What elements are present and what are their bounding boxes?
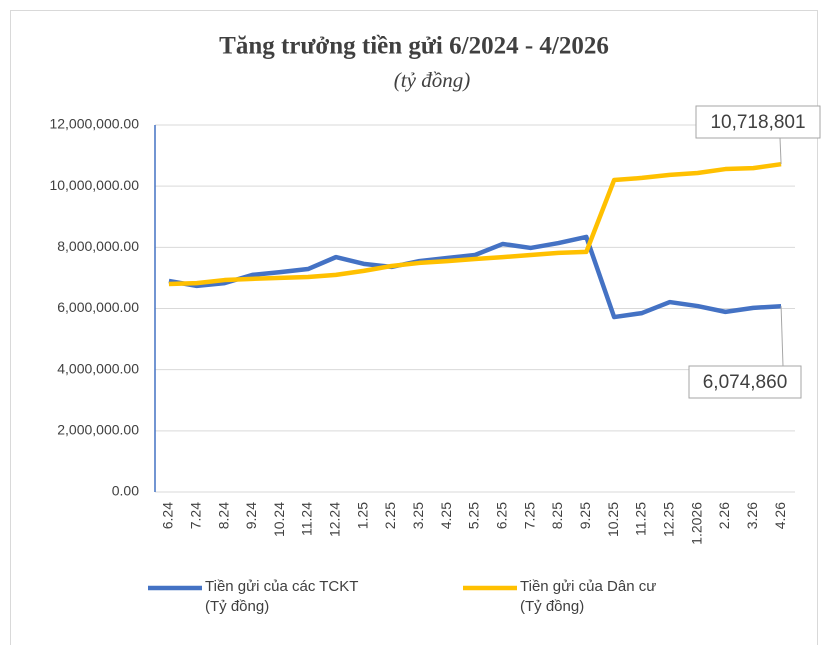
x-tick-label: 7.24 (187, 502, 203, 529)
x-tick-label: 1.2026 (688, 502, 704, 545)
chart-subtitle: (tỷ đồng) (394, 68, 470, 92)
data-line (168, 161, 782, 287)
data-label: 10,718,801 (710, 112, 805, 133)
x-tick-label: 6.24 (160, 502, 176, 529)
legend-label: Tiền gửi của Dân cư (Tỷ đồng) (520, 578, 657, 615)
callout-leader (779, 137, 782, 165)
x-tick-label: 6.25 (494, 502, 510, 529)
x-tick-label: 4.25 (438, 502, 454, 529)
callout-leader (780, 306, 784, 367)
x-tick-label: 5.25 (466, 502, 482, 529)
x-tick-label: 11.24 (299, 502, 315, 536)
callout-box (695, 105, 821, 139)
y-tick-label: 10,000,000.00 (49, 177, 139, 193)
legend-label: Tiền gửi của các TCKT (Tỷ đồng) (205, 578, 359, 615)
x-tick-label: 8.24 (215, 502, 231, 529)
x-tick-label: 1.25 (354, 502, 370, 529)
x-tick-label: 11.25 (633, 502, 649, 536)
callout-box (688, 365, 802, 399)
x-tick-label: 12.25 (660, 502, 676, 537)
x-tick-label: 2.26 (716, 502, 732, 529)
y-tick-label: 8,000,000.00 (57, 238, 139, 254)
x-tick-label: 9.25 (577, 502, 593, 529)
y-tick-label: 2,000,000.00 (57, 422, 139, 438)
y-tick-label: 6,000,000.00 (57, 299, 139, 315)
x-tick-label: 12.24 (327, 502, 343, 537)
x-tick-label: 10.24 (271, 502, 287, 537)
x-tick-label: 2.25 (382, 502, 398, 529)
x-tick-label: 7.25 (521, 502, 537, 529)
x-tick-label: 4.26 (772, 502, 788, 529)
data-line (168, 234, 782, 320)
chart-title: Tăng trưởng tiền gửi 6/2024 - 4/2026 (219, 33, 609, 60)
y-tick-label: 0.00 (112, 483, 139, 499)
x-tick-label: 8.25 (549, 502, 565, 529)
y-tick-label: 4,000,000.00 (57, 360, 139, 376)
y-tick-label: 12,000,000.00 (49, 116, 139, 132)
x-tick-label: 3.25 (410, 502, 426, 529)
data-label: 6,074,860 (703, 372, 788, 393)
x-tick-label: 10.25 (605, 502, 621, 537)
chart-border (10, 10, 818, 645)
x-tick-label: 9.24 (243, 502, 259, 529)
x-tick-label: 3.26 (744, 502, 760, 529)
